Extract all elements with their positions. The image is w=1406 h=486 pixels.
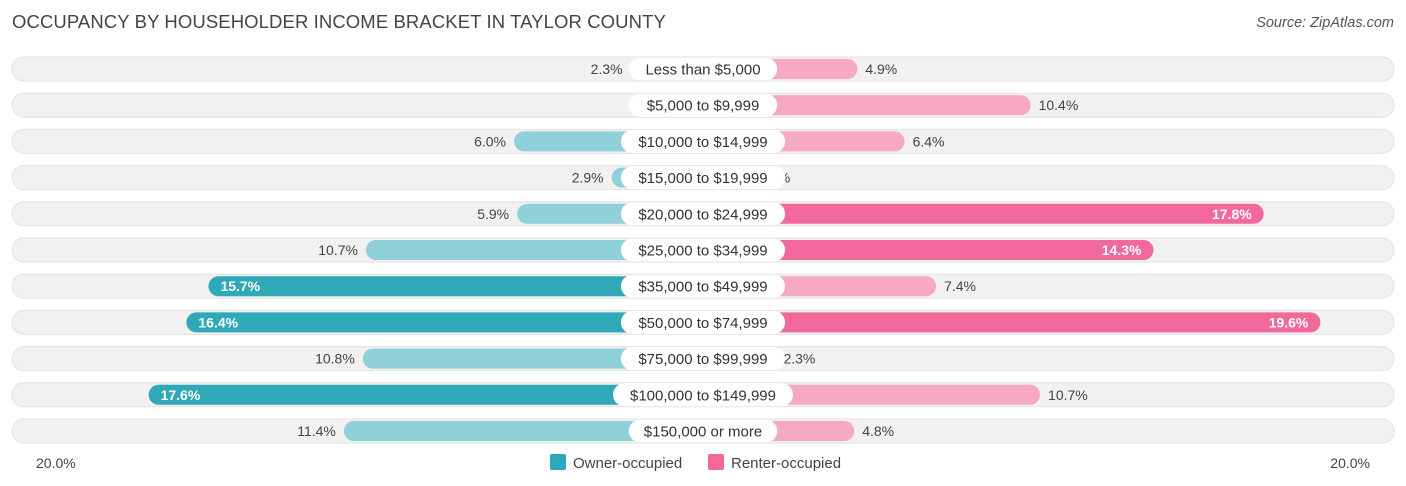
chart-rows: 2.3%4.9%Less than $5,0000.33%10.4%$5,000… (11, 56, 1395, 444)
owner-bar (148, 384, 704, 405)
owner-value-label: 10.7% (318, 242, 358, 258)
category-pill (620, 202, 786, 226)
chart-title: OCCUPANCY BY HOUSEHOLDER INCOME BRACKET … (12, 11, 666, 32)
category-pill (628, 93, 778, 117)
owner-value-label: 2.9% (572, 170, 604, 186)
chart-row: 15.7% 7.4% $35,000 to $49,999 (11, 273, 1395, 299)
chart-row: 11.4% 4.8% $150,000 or more (11, 418, 1395, 444)
renter-value-label: 14.3% (1102, 242, 1142, 258)
renter-bar (703, 312, 1321, 333)
legend-swatch-owner (550, 454, 566, 470)
renter-value-label: 10.4% (1039, 97, 1079, 113)
category-label: $25,000 to $34,999 (638, 243, 767, 260)
owner-value-label: 15.7% (220, 278, 260, 294)
category-pill (620, 274, 786, 298)
chart-row: 0.33%10.4%$5,000 to $9,999 (11, 92, 1395, 118)
chart-row: 10.7% 14.3% $25,000 to $34,999 (11, 237, 1395, 263)
renter-value-label: 10.7% (1048, 387, 1088, 403)
category-pill (620, 166, 786, 190)
category-label: $75,000 to $99,999 (638, 351, 767, 368)
chart-row: 2.3% 4.9% Less than $5,000 (11, 56, 1395, 82)
legend-label-renter: Renter-occupied (731, 455, 841, 472)
category-label: $10,000 to $14,999 (638, 134, 767, 151)
category-pill (620, 347, 786, 371)
category-label: $20,000 to $24,999 (638, 206, 767, 223)
chart-legend: Owner-occupied Renter-occupied (550, 454, 841, 472)
owner-value-label: 10.8% (315, 351, 355, 367)
owner-bar (365, 240, 703, 260)
owner-value-label: 16.4% (198, 314, 238, 330)
legend-item-owner: Owner-occupied (550, 454, 682, 472)
chart-row: 2.9%1.5%$15,000 to $19,999 (11, 165, 1395, 191)
renter-value-label: 6.4% (913, 133, 945, 149)
owner-value-label: 17.6% (161, 387, 201, 403)
chart-row: 16.4% 19.6% $50,000 to $74,999 (11, 309, 1395, 335)
chart-row: 17.6% 10.7% $100,000 to $149,999 (11, 382, 1395, 408)
category-pill (620, 310, 786, 334)
category-pill (628, 419, 778, 443)
category-pill (620, 238, 786, 262)
chart-row: 5.9% 17.8% $20,000 to $24,999 (11, 201, 1395, 227)
legend-item-renter: Renter-occupied (708, 454, 841, 472)
category-label: $5,000 to $9,999 (647, 98, 760, 115)
legend-swatch-renter (708, 454, 724, 470)
renter-bar (703, 240, 1154, 260)
category-label: $100,000 to $149,999 (630, 387, 776, 404)
category-label: $15,000 to $19,999 (638, 170, 767, 187)
category-pill (620, 129, 786, 153)
chart-row: 6.0% 6.4% $10,000 to $14,999 (11, 128, 1395, 154)
source-credit: Source: ZipAtlas.com (1256, 15, 1394, 31)
owner-value-label: 11.4% (297, 423, 336, 439)
owner-value-label: 6.0% (474, 133, 506, 149)
renter-value-label: 2.3% (783, 351, 815, 367)
category-label: Less than $5,000 (645, 62, 760, 79)
chart-row: 10.8% 2.3% $75,000 to $99,999 (11, 346, 1395, 372)
category-pill (613, 383, 793, 407)
owner-bar (362, 348, 703, 369)
category-label: $35,000 to $49,999 (638, 279, 767, 296)
renter-value-label: 19.6% (1269, 314, 1309, 330)
renter-bar (703, 203, 1264, 224)
renter-value-label: 4.8% (862, 423, 894, 439)
renter-bar (703, 95, 1031, 116)
owner-value-label: 2.3% (591, 61, 623, 77)
owner-value-label: 5.9% (477, 206, 509, 222)
renter-value-label: 4.9% (865, 61, 897, 77)
chart-axis: 20.0% 20.0% (36, 455, 1370, 471)
renter-value-label: 7.4% (944, 278, 976, 294)
axis-right-label: 20.0% (1330, 455, 1370, 471)
category-pill (628, 57, 778, 81)
category-label: $150,000 or more (644, 424, 762, 441)
owner-bar (343, 421, 703, 441)
category-label: $50,000 to $74,999 (638, 315, 767, 332)
owner-bar (208, 276, 703, 297)
renter-value-label: 17.8% (1212, 206, 1252, 222)
legend-label-owner: Owner-occupied (573, 455, 682, 472)
axis-left-label: 20.0% (36, 455, 76, 471)
owner-bar (186, 312, 703, 333)
